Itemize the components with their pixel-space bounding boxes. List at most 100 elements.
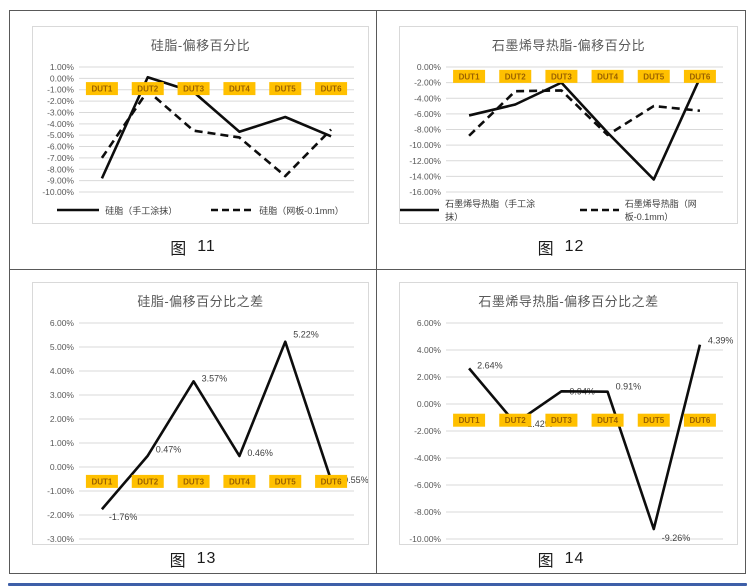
caption-number: 14	[564, 550, 585, 567]
svg-text:DUT3: DUT3	[183, 477, 204, 486]
caption-number: 11	[197, 237, 216, 255]
svg-text:-6.00%: -6.00%	[47, 142, 74, 152]
svg-text:-8.00%: -8.00%	[47, 164, 74, 174]
svg-text:DUT1: DUT1	[459, 416, 480, 425]
legend-item: 石墨烯导热脂（网板-0.1mm）	[579, 197, 737, 223]
dashed-line-swatch	[579, 208, 619, 212]
svg-text:-6.00%: -6.00%	[414, 109, 441, 119]
svg-text:-2.00%: -2.00%	[414, 426, 441, 436]
svg-text:-7.00%: -7.00%	[47, 153, 74, 163]
figure-caption-12: 图 12	[377, 224, 745, 269]
svg-text:6.00%: 6.00%	[50, 318, 75, 328]
solid-line-swatch	[400, 208, 440, 212]
svg-text:-12.00%: -12.00%	[409, 156, 441, 166]
svg-text:3.57%: 3.57%	[202, 373, 228, 383]
chart-title-11: 硅脂-偏移百分比	[150, 38, 251, 53]
svg-text:5.22%: 5.22%	[293, 330, 319, 340]
figure-cell-13: 硅脂-偏移百分比之差 6.00% 5.00% 4.00% 3.00% 2.00% 1.00…	[9, 269, 377, 574]
line-chart-13: 6.00% 5.00% 4.00% 3.00% 2.00% 1.00% 0.00% -1.00…	[33, 315, 368, 544]
svg-text:DUT4: DUT4	[597, 416, 618, 425]
svg-text:3.00%: 3.00%	[50, 390, 75, 400]
svg-text:2.00%: 2.00%	[50, 414, 75, 424]
svg-text:-9.26%: -9.26%	[662, 533, 691, 543]
svg-text:DUT4: DUT4	[229, 477, 250, 486]
line-chart-12: 0.00% -2.00% -4.00% -6.00% -8.00% -10.00% -12.…	[400, 59, 737, 197]
svg-text:-5.00%: -5.00%	[47, 130, 74, 140]
figure-cell-12: 石墨烯导热脂-偏移百分比 0.00% -2.00% -4.00% -6.00% -8.0…	[376, 10, 746, 270]
legend-label: 石墨烯导热脂（手工涂抹）	[445, 199, 536, 222]
svg-text:DUT6: DUT6	[321, 477, 342, 486]
svg-text:0.00%: 0.00%	[50, 73, 75, 83]
svg-text:-4.00%: -4.00%	[47, 119, 74, 129]
svg-text:-0.55%: -0.55%	[340, 475, 368, 485]
svg-text:-2.00%: -2.00%	[47, 96, 74, 106]
svg-text:0.00%: 0.00%	[50, 462, 75, 472]
chart-frame-11: 硅脂-偏移百分比 1.00% 0.00% -1.00% -2.00% -3.00% -4.…	[32, 26, 369, 224]
svg-text:-16.00%: -16.00%	[409, 187, 441, 197]
chart-title-13: 硅脂-偏移百分比之差	[137, 294, 264, 309]
svg-text:4.39%: 4.39%	[708, 336, 734, 346]
bottom-accent-line	[8, 583, 747, 586]
svg-text:-1.00%: -1.00%	[47, 85, 74, 95]
svg-text:DUT3: DUT3	[183, 85, 204, 94]
figure-caption-13: 图 13	[10, 545, 376, 573]
svg-text:DUT1: DUT1	[459, 72, 480, 81]
svg-text:0.46%: 0.46%	[247, 448, 273, 458]
caption-prefix: 图	[170, 240, 188, 258]
svg-text:-1.42%: -1.42%	[524, 419, 553, 429]
svg-text:0.00%: 0.00%	[417, 399, 442, 409]
legend-label: 硅脂（手工涂抹）	[105, 205, 178, 216]
legend-label: 硅脂（网板-0.1mm）	[259, 205, 344, 216]
svg-text:-3.00%: -3.00%	[47, 534, 74, 544]
svg-text:0.47%: 0.47%	[156, 445, 182, 455]
chart-title-14: 石墨烯导热脂-偏移百分比之差	[478, 294, 659, 309]
svg-text:4.00%: 4.00%	[417, 345, 442, 355]
legend-label: 石墨烯导热脂（网板-0.1mm）	[624, 199, 697, 222]
legend-item: 石墨烯导热脂（手工涂抹）	[400, 197, 546, 223]
figure-cell-14: 石墨烯导热脂-偏移百分比之差 6.00% 4.00% 2.00% 0.00% -2.00…	[376, 269, 746, 574]
figure-caption-14: 图 14	[377, 545, 745, 573]
caption-prefix: 图	[537, 553, 555, 570]
svg-text:DUT6: DUT6	[689, 72, 710, 81]
dashed-line-swatch	[211, 208, 254, 212]
svg-text:2.64%: 2.64%	[477, 360, 503, 370]
svg-text:-9.00%: -9.00%	[47, 176, 74, 186]
svg-text:5.00%: 5.00%	[50, 342, 75, 352]
chart-frame-13: 硅脂-偏移百分比之差 6.00% 5.00% 4.00% 3.00% 2.00% 1.00…	[32, 282, 369, 545]
svg-text:DUT4: DUT4	[597, 72, 618, 81]
svg-text:DUT5: DUT5	[643, 416, 664, 425]
svg-text:-10.00%: -10.00%	[409, 140, 441, 150]
chart-frame-14: 石墨烯导热脂-偏移百分比之差 6.00% 4.00% 2.00% 0.00% -2.00…	[399, 282, 738, 545]
svg-text:DUT5: DUT5	[275, 477, 296, 486]
svg-text:-8.00%: -8.00%	[414, 507, 441, 517]
svg-text:DUT2: DUT2	[505, 72, 526, 81]
svg-text:1.00%: 1.00%	[50, 438, 75, 448]
svg-text:DUT1: DUT1	[91, 85, 112, 94]
svg-text:-10.00%: -10.00%	[409, 534, 441, 544]
caption-prefix: 图	[537, 240, 555, 258]
caption-prefix: 图	[169, 553, 187, 570]
chart-legend-12: 石墨烯导热脂（手工涂抹） 石墨烯导热脂（网板-0.1mm）	[400, 197, 737, 223]
figure-caption-11: 图 11	[10, 224, 376, 269]
line-chart-11: 1.00% 0.00% -1.00% -2.00% -3.00% -4.00% -5.00%…	[33, 59, 368, 197]
svg-text:DUT6: DUT6	[321, 85, 342, 94]
svg-text:DUT2: DUT2	[505, 416, 526, 425]
svg-text:DUT3: DUT3	[551, 72, 572, 81]
svg-text:-1.00%: -1.00%	[47, 486, 74, 496]
figure-cell-11: 硅脂-偏移百分比 1.00% 0.00% -1.00% -2.00% -3.00% -4.…	[9, 10, 377, 270]
svg-text:-14.00%: -14.00%	[409, 171, 441, 181]
svg-text:-3.00%: -3.00%	[47, 107, 74, 117]
caption-number: 13	[196, 550, 217, 567]
svg-text:4.00%: 4.00%	[50, 366, 75, 376]
svg-text:-1.76%: -1.76%	[109, 512, 138, 522]
figure-grid: 硅脂-偏移百分比 1.00% 0.00% -1.00% -2.00% -3.00% -4.…	[9, 10, 746, 574]
chart-title-12: 石墨烯导热脂-偏移百分比	[491, 38, 646, 53]
svg-text:DUT2: DUT2	[137, 85, 158, 94]
svg-text:6.00%: 6.00%	[417, 318, 442, 328]
svg-text:-6.00%: -6.00%	[414, 480, 441, 490]
svg-text:-2.00%: -2.00%	[47, 510, 74, 520]
svg-text:DUT5: DUT5	[275, 85, 296, 94]
svg-text:-4.00%: -4.00%	[414, 93, 441, 103]
svg-text:-8.00%: -8.00%	[414, 125, 441, 135]
svg-text:0.91%: 0.91%	[616, 382, 642, 392]
